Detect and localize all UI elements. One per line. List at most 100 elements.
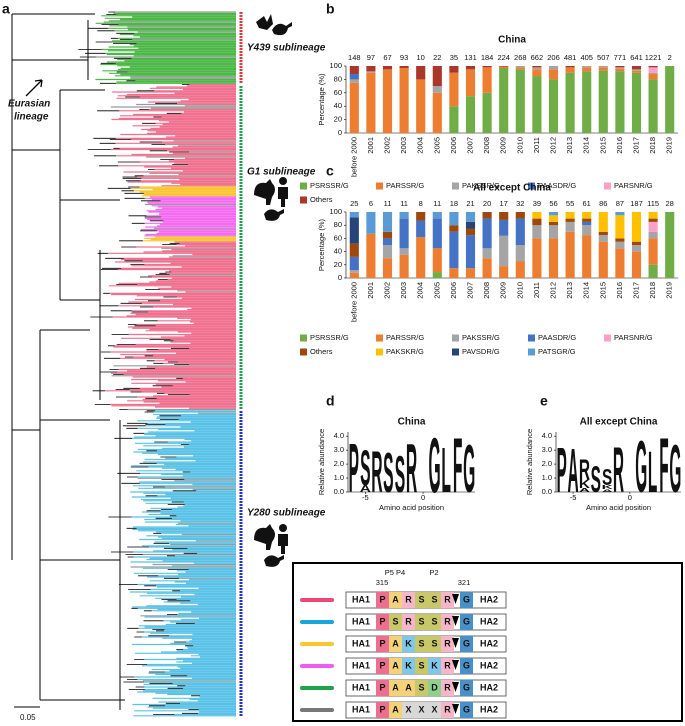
- bar-segment: [382, 245, 393, 259]
- residue: A: [392, 682, 399, 692]
- residue: A: [392, 660, 399, 670]
- residue: R: [444, 682, 451, 692]
- bar-segment: [631, 70, 642, 73]
- bar-segment: [349, 272, 359, 278]
- count-label: 20: [483, 199, 491, 208]
- key-box: [292, 562, 683, 722]
- count-label: 507: [597, 53, 610, 62]
- legend-swatch: [452, 348, 459, 356]
- residue: P: [379, 682, 385, 692]
- count-label: 131: [464, 53, 477, 62]
- count-label: 56: [549, 199, 557, 208]
- x-tick-label: 2012: [548, 137, 557, 154]
- count-label: 641: [630, 53, 643, 62]
- residue-cell: [460, 658, 473, 674]
- bar-segment: [515, 212, 525, 219]
- legend-label: Others: [310, 347, 333, 356]
- chart-title: China: [498, 35, 526, 46]
- x-tick-label: 2010: [515, 137, 524, 154]
- logo-letter: A: [567, 436, 578, 506]
- residue: K: [405, 660, 412, 670]
- cleavage-arrow: [452, 682, 459, 692]
- bar-segment: [366, 212, 376, 234]
- x-tick-label: 2011: [532, 137, 541, 153]
- residue: X: [431, 704, 437, 714]
- logo-letter: S: [602, 465, 612, 491]
- logo-letter: G: [428, 421, 440, 508]
- domain-label: HA1: [352, 704, 370, 714]
- bar-segment: [382, 66, 393, 70]
- domain-label: HA2: [480, 594, 498, 604]
- logo-letter: S: [395, 446, 405, 504]
- bar-segment: [349, 217, 359, 244]
- bar-segment: [499, 219, 509, 236]
- residue: G: [463, 704, 470, 714]
- y-tick-label: 0.0: [334, 487, 344, 496]
- y-tick-label: 60: [334, 233, 342, 242]
- sublineage-label: G1 sublineage: [247, 167, 316, 178]
- bar-segment: [548, 215, 559, 222]
- y-tick-label: 100: [329, 207, 342, 216]
- count-label: 115: [647, 199, 659, 208]
- count-label: 771: [614, 53, 627, 62]
- residue: S: [431, 594, 437, 604]
- logo-letter: F: [659, 421, 668, 508]
- domain-label: HA2: [480, 638, 498, 648]
- logo-letter: K: [602, 484, 614, 490]
- legend-swatch: [376, 348, 383, 356]
- bar-segment: [548, 69, 559, 80]
- bar-segment: [515, 67, 525, 70]
- logo-letter: L: [441, 434, 451, 505]
- bar-segment: [366, 71, 376, 73]
- bar-segment: [349, 79, 359, 83]
- logo-letter: S: [360, 439, 370, 496]
- bar-segment: [615, 238, 625, 242]
- x-tick-label: 2007: [465, 137, 474, 154]
- bar-segment: [515, 261, 525, 278]
- logo-letter: G: [463, 431, 475, 507]
- bar-segment: [615, 215, 625, 239]
- bar-segment: [432, 86, 442, 93]
- count-label: 55: [566, 199, 574, 208]
- host-icons: [254, 14, 292, 567]
- x-tick-label: 2005: [432, 137, 441, 154]
- legend-swatch: [300, 182, 307, 190]
- residue-cell: [415, 592, 428, 608]
- residue-cell: [460, 636, 473, 652]
- cleavage-arrow: [452, 638, 459, 648]
- residue-cell: [376, 592, 389, 608]
- bar-segment: [399, 218, 409, 249]
- y-tick-label: 20: [334, 115, 342, 124]
- bar-segment: [416, 212, 426, 221]
- chart-title: All except China: [473, 183, 551, 194]
- domain-label: HA2: [480, 704, 498, 714]
- residue-cell: [389, 592, 402, 608]
- count-label: 405: [580, 53, 593, 62]
- residue-cell: [402, 614, 415, 630]
- residue: A: [405, 682, 412, 692]
- logo-letter: P: [349, 429, 359, 508]
- legend-swatch: [604, 334, 611, 342]
- bar-segment: [615, 66, 625, 68]
- residue-cell: [376, 702, 389, 718]
- bar-segment: [615, 68, 625, 72]
- count-label: 481: [564, 53, 577, 62]
- bar-segment: [349, 243, 359, 257]
- residue-cell: [376, 680, 389, 696]
- residue: R: [444, 616, 451, 626]
- bar-segment: [565, 66, 575, 68]
- y-tick-label: 100: [329, 61, 342, 70]
- bar-segment: [532, 225, 542, 239]
- bar-segment: [565, 212, 575, 219]
- residue-cell: [402, 658, 415, 674]
- logo-letter: K: [579, 478, 590, 491]
- residue-cell: [428, 592, 441, 608]
- x-tick-label: 2004: [416, 137, 425, 154]
- bar-segment: [449, 66, 459, 73]
- legend-label: PAASDR/G: [538, 333, 576, 342]
- bar-segment: [582, 67, 592, 72]
- bar-segment: [648, 212, 658, 219]
- bar-segment: [648, 231, 658, 239]
